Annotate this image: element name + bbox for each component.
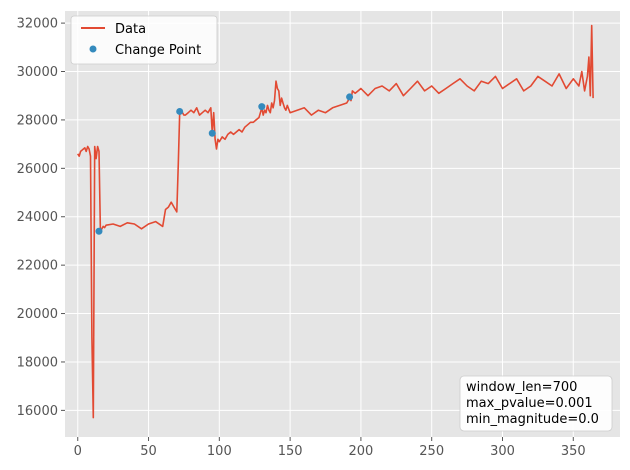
change-point-marker	[95, 227, 103, 235]
legend-label-data: Data	[115, 22, 146, 37]
change-point-marker	[208, 129, 216, 137]
y-tick-label: 24000	[17, 210, 58, 225]
legend-point-swatch	[89, 45, 97, 53]
annotation-window-len: window_len=700	[466, 380, 577, 395]
x-tick-label: 300	[490, 444, 515, 459]
change-point-marker	[258, 103, 266, 111]
legend-box	[70, 15, 218, 65]
grid	[65, 11, 620, 437]
annotation-background	[459, 375, 613, 432]
y-tick-label: 20000	[17, 307, 58, 322]
annotation-max-pvalue: max_pvalue=0.001	[466, 396, 593, 411]
x-tick-label: 0	[74, 444, 82, 459]
x-tick-label: 350	[561, 444, 586, 459]
annotation-box: window_len=700 max_pvalue=0.001 min_magn…	[459, 375, 613, 432]
x-tick-label: 150	[278, 444, 303, 459]
plot-background	[65, 11, 620, 437]
change-point-marker	[176, 107, 184, 115]
data-line	[77, 24, 594, 419]
x-tick-label: 50	[140, 444, 157, 459]
y-tick-label: 26000	[17, 162, 58, 177]
legend-label-change-point: Change Point	[115, 43, 201, 58]
x-axis-ticks: 0 50 100 150 200 250 300 350	[74, 437, 586, 459]
y-tick-label: 30000	[17, 65, 58, 80]
x-tick-label: 250	[419, 444, 444, 459]
x-tick-label: 200	[348, 444, 373, 459]
change-point-marker	[346, 93, 354, 101]
y-axis-ticks: 16000 18000 20000 22000 24000 26000 28000 30000…	[17, 17, 65, 419]
y-tick-label: 18000	[17, 355, 58, 370]
change-points	[95, 93, 354, 235]
x-tick-label: 100	[207, 444, 232, 459]
y-tick-label: 28000	[17, 113, 58, 128]
annotation-min-magnitude: min_magnitude=0.0	[466, 412, 599, 427]
legend: Data Change Point	[70, 15, 218, 65]
data-series-line	[77, 24, 594, 419]
y-tick-label: 22000	[17, 259, 58, 274]
y-tick-label: 16000	[17, 404, 58, 419]
y-tick-label: 32000	[17, 17, 58, 32]
